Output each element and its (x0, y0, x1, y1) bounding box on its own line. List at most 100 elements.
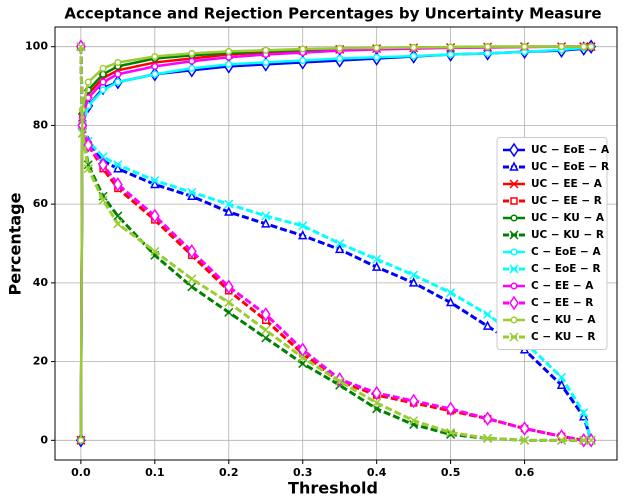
legend-label: C − KU − A (531, 314, 596, 326)
marker (262, 58, 270, 66)
marker (509, 264, 519, 274)
marker (510, 248, 518, 256)
marker (98, 152, 108, 162)
marker (372, 254, 382, 264)
marker (519, 421, 530, 436)
x-tick-label: 0.0 (71, 466, 91, 479)
marker (579, 408, 589, 418)
marker (188, 64, 196, 72)
marker (373, 53, 381, 61)
marker (371, 261, 382, 271)
marker (509, 295, 519, 311)
marker (509, 161, 519, 171)
marker (187, 190, 197, 201)
marker (99, 78, 107, 86)
marker (99, 64, 107, 72)
y-tick-label: 80 (33, 118, 49, 131)
x-tick-label: 0.1 (145, 466, 165, 479)
marker (225, 60, 233, 68)
marker (409, 416, 419, 426)
marker (408, 277, 419, 287)
marker (114, 78, 122, 86)
marker (484, 43, 492, 51)
marker (150, 175, 160, 186)
marker (556, 379, 567, 389)
marker (225, 53, 233, 61)
marker (224, 307, 234, 317)
marker (77, 128, 87, 138)
marker (509, 332, 519, 342)
marker (186, 244, 197, 259)
marker (150, 178, 160, 189)
marker (483, 309, 493, 319)
marker (187, 187, 197, 197)
marker (114, 58, 122, 66)
marker (371, 385, 382, 401)
marker (520, 435, 530, 445)
marker (151, 62, 159, 70)
x-tick-label: 0.2 (219, 466, 239, 479)
marker (557, 372, 567, 382)
legend-label: C − EE − R (531, 297, 593, 309)
marker (482, 411, 493, 427)
marker (298, 353, 308, 363)
marker (260, 307, 271, 322)
marker (510, 316, 518, 324)
marker (299, 45, 307, 53)
marker (297, 342, 308, 358)
marker (510, 197, 518, 205)
x-tick-label: 0.3 (293, 466, 313, 479)
legend-label: UC − EE − R (531, 195, 602, 207)
marker (261, 218, 271, 228)
legend-box (496, 137, 608, 350)
legend-label: C − EoE − R (531, 263, 601, 275)
marker (586, 435, 596, 445)
marker (262, 46, 270, 54)
marker (557, 43, 566, 51)
x-tick-label: 0.6 (515, 466, 535, 479)
legend-label: C − EE − A (531, 280, 594, 292)
x-axis-label: Threshold (288, 479, 378, 498)
marker (409, 270, 419, 280)
marker (261, 211, 271, 221)
marker (298, 229, 308, 240)
marker (334, 243, 345, 254)
marker (521, 43, 529, 51)
marker (509, 179, 519, 189)
legend-label: UC − EoE − R (531, 161, 609, 173)
legend-label: UC − EoE − A (531, 144, 610, 156)
marker (113, 160, 123, 170)
marker (77, 436, 85, 444)
marker (113, 163, 123, 173)
legend-label: UC − KU − R (531, 229, 604, 241)
marker (445, 401, 456, 417)
marker (187, 274, 197, 284)
y-tick-label: 60 (33, 197, 49, 210)
marker (447, 51, 455, 59)
marker (373, 44, 381, 52)
marker (336, 54, 344, 63)
marker (509, 230, 519, 240)
marker (557, 435, 567, 445)
marker (447, 43, 455, 51)
marker (484, 49, 492, 57)
marker (150, 246, 160, 256)
marker (587, 43, 595, 51)
marker (261, 333, 271, 343)
marker (410, 52, 418, 60)
marker (84, 78, 92, 86)
marker (336, 44, 344, 52)
marker (445, 296, 456, 307)
marker (99, 70, 107, 78)
chart-title: Acceptance and Rejection Percentages by … (64, 5, 601, 23)
marker (299, 56, 307, 65)
marker (151, 52, 159, 61)
marker (149, 208, 160, 224)
y-tick-label: 100 (25, 40, 48, 53)
legend-label: C − EoE − A (531, 246, 601, 258)
marker (98, 157, 108, 173)
marker (224, 298, 234, 308)
legend-label: UC − EE − A (531, 178, 603, 190)
marker (335, 238, 345, 249)
